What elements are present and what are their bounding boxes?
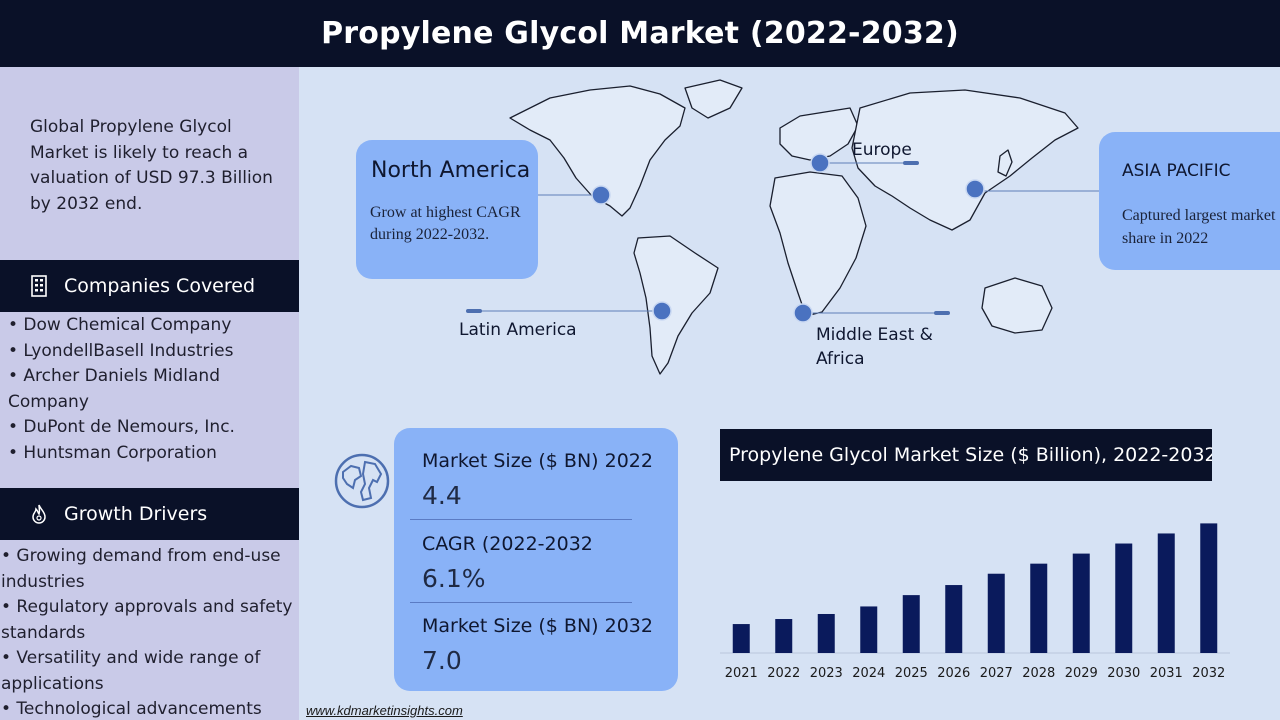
bar-2031: [1157, 533, 1175, 653]
asia-pacific-text: Captured largest market share in 2022: [1122, 207, 1276, 247]
japan-shape: [997, 149, 1013, 177]
x-tick-label: 2021: [725, 666, 758, 681]
x-tick-label: 2028: [1022, 666, 1055, 681]
companies-heading: Companies Covered: [64, 275, 256, 297]
cagr-label: CAGR (2022-2032: [422, 533, 593, 555]
bar-2026: [945, 585, 963, 653]
africa-shape: [769, 171, 867, 317]
x-tick-label: 2024: [852, 666, 885, 681]
mea-marker: [793, 303, 813, 323]
stats-card: Market Size ($ BN) 2022 4.4 CAGR (2022-2…: [394, 428, 678, 691]
list-item: • LyondellBasell Industries: [8, 340, 234, 361]
x-tick-label: 2026: [937, 666, 970, 681]
bar-2028: [1030, 563, 1048, 653]
australia-shape: [981, 277, 1053, 334]
la-line-cap: [466, 309, 482, 313]
x-tick-label: 2029: [1065, 666, 1098, 681]
page-title: Propylene Glycol Market (2022-2032): [321, 16, 959, 51]
list-item: • DuPont de Nemours, Inc.: [8, 417, 235, 437]
north-america-text: Grow at highest CAGR during 2022-2032.: [370, 204, 521, 243]
x-tick-label: 2027: [980, 666, 1013, 681]
bar-2032: [1200, 523, 1218, 653]
x-tick-label: 2023: [810, 666, 843, 681]
market-size-2022-value: 4.4: [422, 481, 462, 510]
north-america-card: North America Grow at highest CAGR durin…: [356, 140, 538, 279]
bar-2023: [817, 613, 835, 653]
stat-divider: [410, 602, 632, 603]
list-item: • Technological advancements: [1, 699, 262, 719]
asia-pacific-card: ASIA PACIFIC Captured largest market sha…: [1099, 132, 1280, 270]
south-america-shape: [633, 235, 719, 375]
bar-2021: [732, 624, 750, 653]
market-size-2022-label: Market Size ($ BN) 2022: [422, 450, 653, 472]
bar-2030: [1115, 543, 1133, 653]
globe-icon: [334, 453, 390, 509]
list-item: • Archer Daniels Midland Company: [8, 366, 220, 412]
header-bar: Propylene Glycol Market (2022-2032): [0, 0, 1280, 67]
greenland-shape: [684, 79, 743, 119]
bar-chart: 2021 2022 2023 2024 2025 2026 2027 2028 2029 2030…: [720, 523, 1230, 681]
mea-line-cap: [934, 311, 950, 315]
na-marker: [591, 185, 611, 205]
x-tick-label: 2025: [895, 666, 928, 681]
list-item: • Huntsman Corporation: [8, 442, 217, 463]
list-item: • Dow Chemical Company: [8, 315, 232, 335]
market-size-2032-label: Market Size ($ BN) 2032: [422, 615, 653, 637]
bar-2029: [1072, 553, 1090, 653]
website-link[interactable]: www.kdmarketinsights.com: [306, 703, 463, 718]
x-tick-label: 2022: [767, 666, 800, 681]
stat-divider: [410, 519, 632, 520]
building-icon: [28, 275, 50, 297]
europe-label: Europe: [852, 140, 912, 160]
europe-line-cap: [903, 161, 919, 165]
world-map: [509, 79, 1079, 375]
companies-list: • Dow Chemical Company • LyondellBasell …: [0, 313, 299, 466]
north-america-shape: [509, 85, 686, 217]
europe-marker: [810, 153, 830, 173]
list-item: • Regulatory approvals and safety standa…: [1, 597, 293, 643]
asia-pacific-title: ASIA PACIFIC: [1122, 161, 1231, 181]
bar-2022: [775, 619, 793, 653]
la-marker: [652, 301, 672, 321]
sidebar: Global Propylene Glycol Market is likely…: [0, 67, 299, 720]
bar-2024: [860, 606, 878, 653]
list-item: • Growing demand from end-use industries: [1, 546, 281, 592]
x-tick-label: 2032: [1192, 666, 1225, 681]
drivers-heading: Growth Drivers: [64, 503, 208, 525]
ap-marker: [965, 179, 985, 199]
asia-shape: [851, 89, 1079, 231]
drivers-list: • Growing demand from end-use industries…: [0, 544, 295, 720]
north-america-title: North America: [371, 158, 531, 183]
europe-shape: [779, 107, 859, 161]
cagr-value: 6.1%: [422, 564, 486, 593]
x-tick-label: 2030: [1107, 666, 1140, 681]
market-size-2032-value: 7.0: [422, 646, 462, 675]
latin-america-label: Latin America: [459, 320, 577, 340]
intro-text: Global Propylene Glycol Market is likely…: [30, 117, 273, 214]
flame-icon: [28, 503, 50, 525]
chart-title: Propylene Glycol Market Size ($ Billion)…: [720, 429, 1212, 481]
list-item: • Versatility and wide range of applicat…: [1, 648, 261, 694]
drivers-heading-bar: Growth Drivers: [0, 488, 299, 540]
bar-2027: [987, 573, 1005, 653]
bar-2025: [902, 595, 920, 653]
companies-heading-bar: Companies Covered: [0, 260, 299, 312]
mea-label: Middle East & Africa: [816, 325, 933, 369]
x-tick-label: 2031: [1150, 666, 1183, 681]
